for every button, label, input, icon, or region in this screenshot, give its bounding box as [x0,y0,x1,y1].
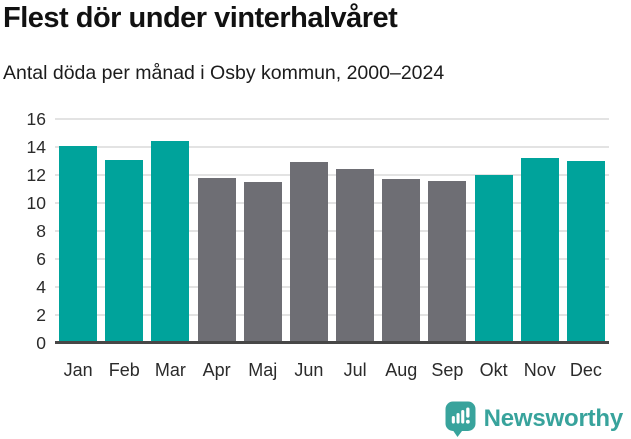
bar-feb [105,159,144,343]
y-tick-14: 14 [26,137,46,157]
x-label-dec: Dec [569,360,602,380]
brand-name: Newsworthy [483,405,624,432]
bar-maj [243,182,282,343]
gridline-6 [55,258,609,260]
gridline-12 [55,174,609,176]
bar-nov [520,158,559,343]
y-tick-12: 12 [26,165,46,185]
y-tick-2: 2 [36,305,46,325]
y-tick-6: 6 [36,249,46,269]
brand-footer: Newsworthy [445,400,623,438]
bar-okt [474,175,513,343]
x-label-jul: Jul [343,360,367,380]
plot-area [55,118,609,344]
bar-mar [151,141,190,343]
x-axis-line [55,341,609,344]
x-label-apr: Apr [202,360,231,380]
gridline-2 [55,314,609,316]
x-label-feb: Feb [108,360,140,380]
chart-title: Flest dör under vinterhalvåret [3,2,398,34]
gridline-16 [55,118,609,120]
x-label-okt: Okt [479,360,508,380]
gridline-14 [55,146,609,148]
newsworthy-logo-icon [445,401,476,437]
x-label-maj: Maj [248,360,278,380]
y-tick-16: 16 [26,109,46,129]
chart-subtitle: Antal döda per månad i Osby kommun, 2000… [3,62,445,84]
bar-dec [566,161,605,343]
x-label-jun: Jun [294,360,324,380]
bar-sep [428,180,467,343]
bar-apr [197,177,236,343]
gridline-4 [55,286,609,288]
bar-jun [289,162,328,343]
y-tick-8: 8 [36,221,46,241]
x-label-aug: Aug [385,360,418,380]
bar-jul [336,169,375,343]
y-tick-10: 10 [26,193,46,213]
x-label-nov: Nov [523,360,556,380]
gridline-10 [55,202,609,204]
bar-aug [382,179,421,343]
x-label-mar: Mar [154,360,186,380]
x-label-jan: Jan [63,360,93,380]
x-label-sep: Sep [431,360,464,380]
y-tick-0: 0 [36,333,46,353]
gridline-8 [55,230,609,232]
y-tick-4: 4 [36,277,46,297]
bar-jan [59,145,98,343]
